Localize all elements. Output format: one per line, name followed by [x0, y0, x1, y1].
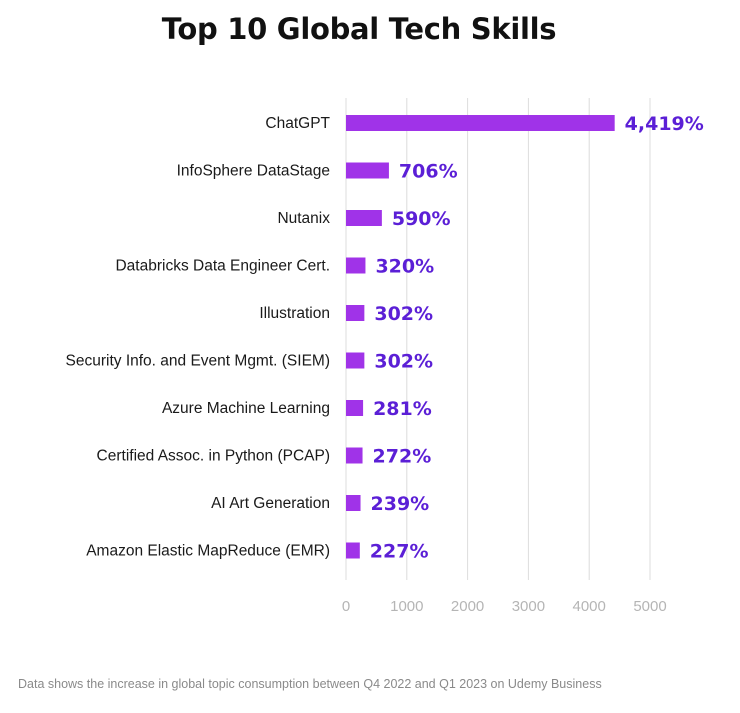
value-label: 281% — [373, 398, 432, 420]
category-label: Security Info. and Event Mgmt. (SIEM) — [66, 353, 330, 370]
footnote: Data shows the increase in global topic … — [18, 677, 602, 691]
category-label: Nutanix — [277, 210, 330, 227]
bars-layer — [346, 115, 615, 559]
value-label: 302% — [374, 303, 433, 325]
value-label: 272% — [373, 446, 432, 468]
category-label: InfoSphere DataStage — [177, 163, 330, 180]
value-label: 320% — [375, 256, 434, 278]
category-labels-layer: ChatGPT InfoSphere DataStage Nutanix Databr… — [66, 115, 331, 560]
category-label: Amazon Elastic MapReduce (EMR) — [86, 543, 330, 560]
category-label: Azure Machine Learning — [162, 400, 330, 417]
bar — [346, 210, 382, 226]
bar — [346, 115, 615, 131]
bar — [346, 257, 366, 274]
bar — [346, 162, 389, 179]
x-axis-ticks-layer: 0 1000 2000 3000 4000 5000 — [342, 598, 667, 615]
x-tick-label: 3000 — [512, 598, 545, 615]
category-label: Certified Assoc. in Python (PCAP) — [97, 448, 330, 465]
value-label: 239% — [371, 493, 430, 515]
category-label: ChatGPT — [265, 115, 330, 132]
bar — [346, 495, 361, 511]
category-label: Databricks Data Engineer Cert. — [115, 258, 330, 275]
value-label: 227% — [370, 541, 429, 563]
bar — [346, 400, 364, 416]
category-label: AI Art Generation — [211, 495, 330, 512]
value-labels-layer: 4,419% 706% 590% 320% 302% 302% 281% 272% 239% 22… — [370, 113, 704, 563]
value-label: 302% — [374, 351, 433, 373]
x-tick-label: 5000 — [633, 598, 666, 615]
x-tick-label: 2000 — [451, 598, 484, 615]
category-label: Illustration — [259, 305, 330, 322]
value-label: 4,419% — [625, 113, 704, 135]
bar — [346, 305, 365, 321]
chart-title: Top 10 Global Tech Skills — [161, 12, 557, 46]
value-label: 590% — [392, 208, 451, 230]
bar — [346, 542, 360, 559]
x-tick-label: 0 — [342, 598, 350, 615]
bar — [346, 447, 363, 464]
x-tick-label: 4000 — [573, 598, 606, 615]
bar — [346, 352, 365, 369]
x-tick-label: 1000 — [390, 598, 423, 615]
value-label: 706% — [399, 161, 458, 183]
